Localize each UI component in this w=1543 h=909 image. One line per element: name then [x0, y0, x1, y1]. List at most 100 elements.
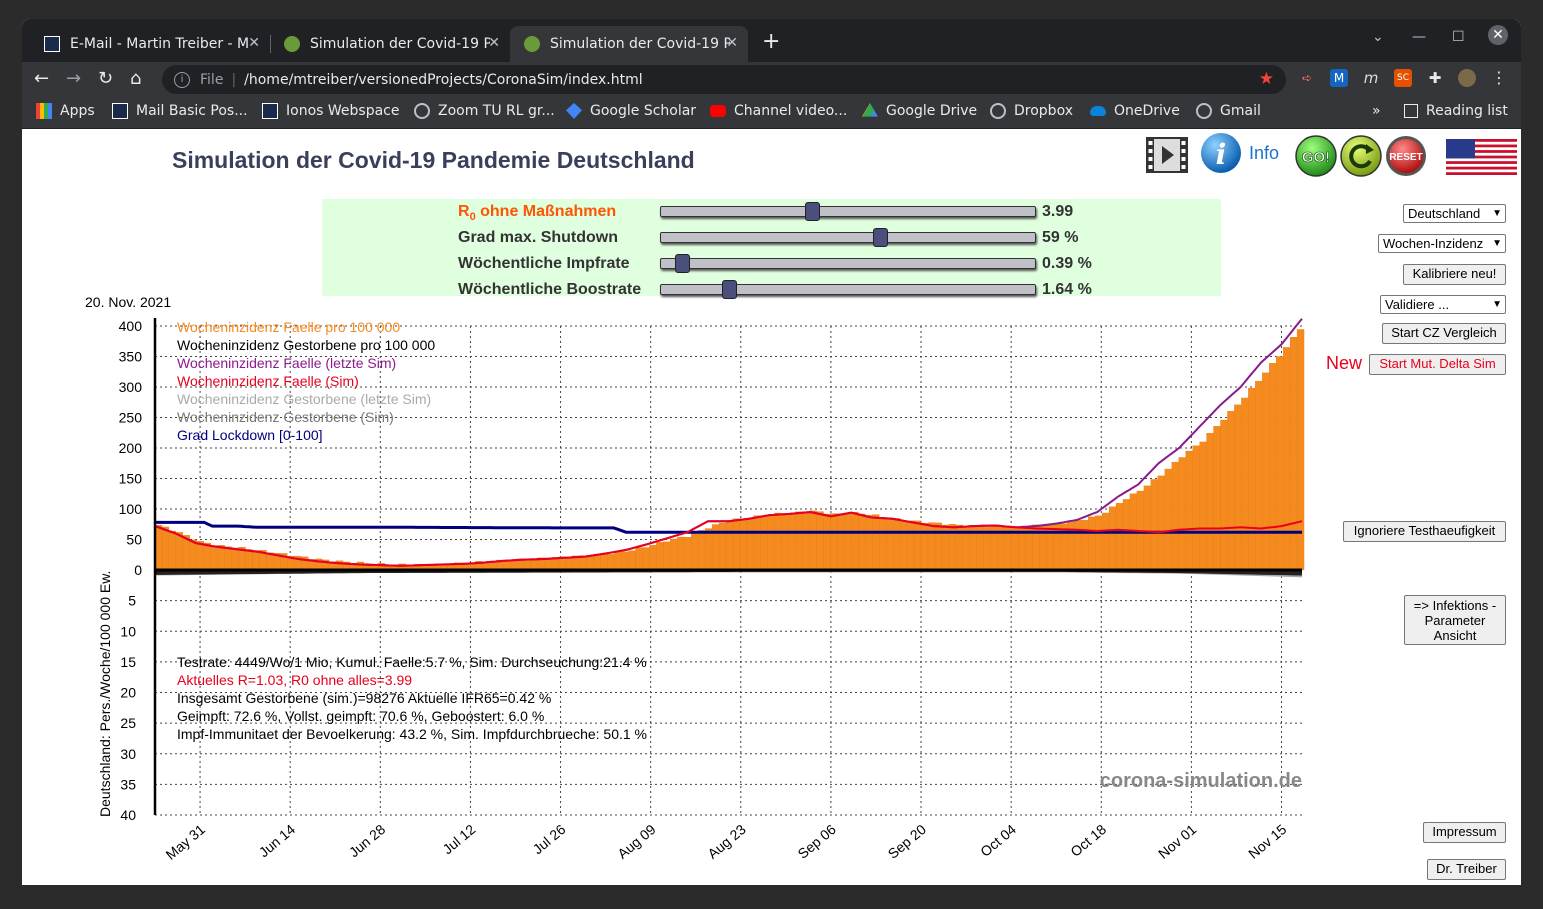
globe-icon	[414, 103, 430, 119]
case-bar	[920, 522, 929, 571]
tab-search-icon[interactable]: ⌄	[1372, 29, 1384, 45]
booster-rate-label: Wöchentliche Boostrate	[458, 281, 642, 298]
y-tick-label: 20	[120, 685, 136, 701]
page-title: Simulation der Covid-19 Pandemie Deutsch…	[172, 147, 695, 173]
reading-list-button[interactable]: Reading list	[1404, 103, 1508, 119]
address-bar[interactable]: i File | /home/mtreiber/versionedProject…	[162, 65, 1286, 94]
case-bar	[593, 553, 601, 571]
tab-covid-sim-2[interactable]: Simulation der Covid-19 P ✕	[510, 26, 748, 62]
site-info-icon[interactable]: i	[174, 71, 190, 88]
us-flag-icon[interactable]	[1446, 139, 1517, 175]
bookmark-dropbox[interactable]: Dropbox	[990, 103, 1073, 119]
extension-m-italic-icon[interactable]: m	[1363, 69, 1379, 87]
case-bar	[691, 533, 699, 571]
bookmark-gmail[interactable]: Gmail	[1196, 103, 1261, 119]
restart-icon[interactable]	[1339, 134, 1383, 178]
vaccination-rate-slider[interactable]	[660, 254, 1036, 273]
metric-select[interactable]: Wochen-Inzidenz ▼	[1378, 234, 1506, 253]
start-cz-comparison-button[interactable]: Start CZ Vergleich	[1382, 323, 1506, 344]
r0-slider[interactable]	[660, 202, 1036, 221]
extension-arrow-icon[interactable]: ➪	[1301, 71, 1313, 85]
case-bar	[865, 515, 873, 571]
minimize-icon[interactable]: —	[1412, 29, 1426, 45]
bookmarks-overflow-icon[interactable]: »	[1372, 103, 1381, 119]
tab-email[interactable]: E-Mail - Martin Treiber - M ✕	[30, 26, 270, 62]
x-tick-label: Jun 14	[256, 821, 299, 860]
case-bar	[1248, 387, 1256, 571]
case-bar	[844, 514, 852, 571]
impressum-button[interactable]: Impressum	[1423, 822, 1506, 843]
case-bar	[830, 513, 838, 571]
extension-sc-icon[interactable]: SC	[1394, 69, 1412, 87]
x-tick-label: Oct 18	[1067, 821, 1109, 860]
booster-rate-slider[interactable]	[660, 280, 1036, 299]
forward-icon[interactable]: →	[66, 68, 82, 89]
bookmark-mail-basic[interactable]: Mail Basic Pos...	[112, 103, 248, 119]
case-bar	[203, 542, 211, 571]
case-bar	[252, 550, 260, 571]
x-tick-label: Oct 04	[977, 821, 1019, 860]
case-bar	[1262, 372, 1270, 571]
case-bar	[635, 547, 643, 571]
shutdown-slider[interactable]	[660, 228, 1036, 247]
reset-button[interactable]: RESET	[1384, 134, 1428, 178]
shutdown-slider-thumb[interactable]	[873, 228, 889, 247]
home-icon[interactable]: ⌂	[130, 68, 142, 89]
profile-avatar[interactable]	[1458, 69, 1476, 87]
vaccination-rate-slider-thumb[interactable]	[675, 254, 691, 273]
browser-window: E-Mail - Martin Treiber - M ✕ Simulation…	[22, 19, 1521, 885]
case-bar	[628, 550, 636, 571]
legend-entry: Wocheninzidenz Gestorbene (Sim)	[177, 409, 394, 425]
close-tab-icon[interactable]: ✕	[726, 35, 738, 51]
info-label[interactable]: Info	[1249, 143, 1280, 163]
close-tab-icon[interactable]: ✕	[488, 35, 500, 51]
calibrate-button[interactable]: Kalibriere neu!	[1403, 264, 1506, 285]
y-tick-label: 400	[119, 318, 143, 334]
close-window-icon[interactable]: ✕	[1488, 25, 1508, 45]
r0-slider-thumb[interactable]	[805, 202, 820, 221]
country-select[interactable]: Deutschland ▼	[1403, 204, 1506, 223]
bookmark-google-drive[interactable]: Google Drive	[862, 103, 977, 119]
bookmark-zoom[interactable]: Zoom TU RL gr...	[414, 103, 555, 119]
x-tick-label: Aug 23	[704, 821, 748, 862]
maximize-icon[interactable]: ☐	[1452, 29, 1465, 45]
case-bar	[621, 551, 629, 571]
validate-select[interactable]: Validiere ... ▼	[1380, 295, 1506, 314]
case-bar	[718, 522, 727, 571]
bookmark-google-scholar[interactable]: Google Scholar	[566, 103, 696, 119]
bookmark-star-icon[interactable]: ★	[1258, 69, 1274, 89]
bookmark-onedrive[interactable]: OneDrive	[1090, 103, 1180, 119]
video-play-icon[interactable]	[1146, 135, 1188, 175]
infection-parameter-view-button[interactable]: => Infektions - Parameter Ansicht	[1404, 595, 1506, 645]
ignore-test-frequency-button[interactable]: Ignoriere Testhaeufigkeit	[1343, 521, 1506, 542]
case-bar	[927, 522, 936, 571]
new-tab-icon[interactable]: +	[762, 29, 781, 54]
ionos-favicon-icon	[44, 36, 60, 52]
back-icon[interactable]: ←	[34, 68, 50, 89]
booster-rate-slider-thumb[interactable]	[722, 280, 738, 299]
bookmark-channel-video[interactable]: Channel video...	[710, 103, 847, 119]
bookmark-apps[interactable]: Apps	[36, 103, 95, 119]
start-delta-sim-button[interactable]: Start Mut. Delta Sim	[1369, 354, 1506, 375]
author-button[interactable]: Dr. Treiber	[1427, 859, 1506, 880]
case-bar	[753, 515, 762, 571]
case-bar	[1060, 523, 1068, 571]
ionos-icon	[112, 103, 128, 119]
reload-icon[interactable]: ↻	[98, 68, 114, 89]
extensions-puzzle-icon[interactable]: ✚	[1428, 69, 1442, 87]
go-label: GO!	[1302, 149, 1330, 166]
x-tick-label: Jul 26	[530, 821, 569, 857]
case-bar	[1206, 432, 1214, 571]
case-bar	[872, 514, 880, 571]
case-bar	[739, 518, 748, 571]
info-icon[interactable]: i	[1199, 131, 1243, 175]
menu-dots-icon[interactable]: ⋮	[1491, 68, 1507, 87]
go-button[interactable]: GO!	[1294, 134, 1338, 178]
chevron-down-icon: ▼	[1492, 299, 1502, 310]
extension-m-icon[interactable]: M	[1330, 69, 1348, 87]
tab-covid-sim-1[interactable]: Simulation der Covid-19 P ✕	[270, 26, 510, 62]
close-tab-icon[interactable]: ✕	[248, 35, 260, 51]
case-bar	[224, 546, 232, 571]
bookmark-ionos-webspace[interactable]: Ionos Webspace	[262, 103, 399, 119]
url-text[interactable]: /home/mtreiber/versionedProjects/CoronaS…	[244, 71, 643, 88]
